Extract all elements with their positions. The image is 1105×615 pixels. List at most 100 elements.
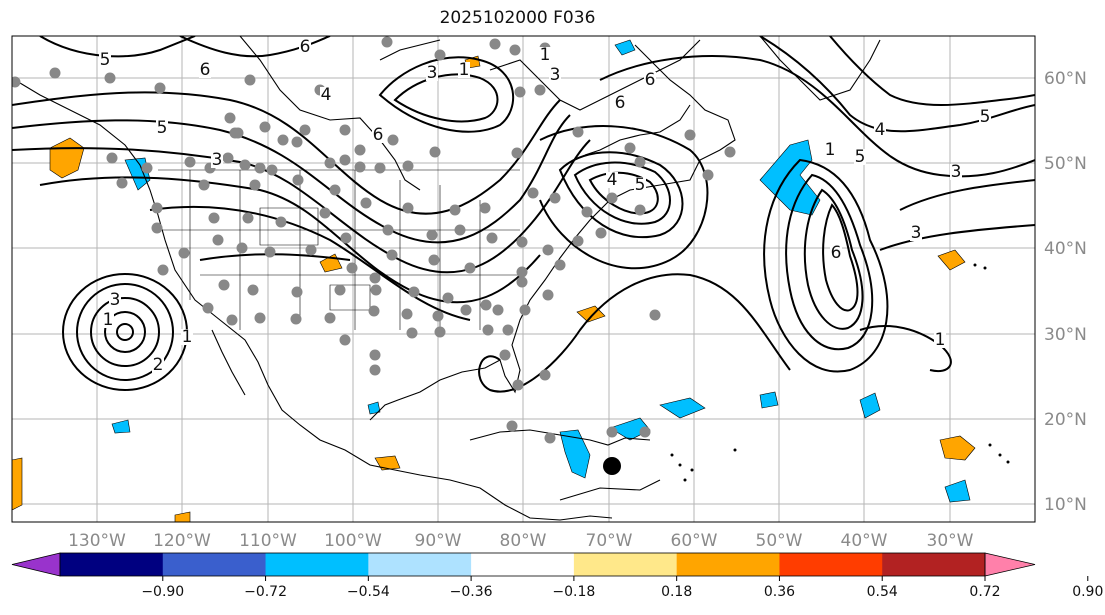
station-marker — [339, 124, 351, 136]
station-marker — [606, 192, 618, 204]
station-marker — [222, 152, 234, 164]
colorbar-tick-label: 0.36 — [764, 584, 795, 600]
station-marker — [544, 432, 556, 444]
station-marker — [232, 127, 244, 139]
station-marker — [426, 229, 438, 241]
station-marker — [511, 147, 523, 159]
station-marker — [104, 72, 116, 84]
colorbar — [11, 552, 1036, 577]
station-marker — [434, 49, 446, 61]
contour-label: 1 — [459, 60, 470, 80]
station-marker — [406, 327, 418, 339]
station-marker — [154, 82, 166, 94]
contour-label: 6 — [831, 243, 842, 263]
station-marker — [639, 426, 651, 438]
station-marker — [634, 156, 646, 168]
station-marker — [428, 254, 440, 266]
station-marker — [434, 326, 446, 338]
contour-label: 4 — [875, 120, 886, 140]
lon-label: 130°W — [68, 531, 126, 551]
map-frame — [11, 35, 1036, 523]
station-marker — [549, 192, 561, 204]
contour-label: 5 — [100, 50, 111, 70]
contour-label: 3 — [427, 63, 438, 83]
station-marker — [516, 236, 528, 248]
station-marker — [249, 179, 261, 191]
colorbar-segment — [265, 553, 369, 576]
colorbar-tick-label: −0.90 — [141, 584, 184, 600]
lon-label: 30°W — [927, 531, 974, 551]
lon-label: 60°W — [671, 531, 718, 551]
station-marker — [184, 156, 196, 168]
station-marker — [266, 164, 278, 176]
contour-label-bg — [99, 52, 111, 68]
station-marker — [324, 157, 336, 169]
lon-label: 100°W — [324, 531, 382, 551]
contour-label: 3 — [550, 65, 561, 85]
station-marker — [259, 121, 271, 133]
station-marker — [429, 146, 441, 158]
contour-label-bg — [934, 332, 946, 348]
station-marker — [339, 334, 351, 346]
contour-label-bg — [152, 357, 164, 373]
station-marker — [212, 234, 224, 246]
station-marker — [151, 202, 163, 214]
station-marker — [382, 224, 394, 236]
contour-label-bg — [109, 292, 121, 308]
contour-label-bg — [156, 120, 168, 136]
station-marker — [486, 232, 498, 244]
colorbar-tick-label: 0.90 — [1072, 584, 1103, 600]
station-marker — [581, 206, 593, 218]
station-marker — [218, 279, 230, 291]
station-marker — [319, 207, 331, 219]
contour-label-bg — [102, 312, 114, 328]
station-marker — [702, 169, 714, 181]
station-marker — [460, 304, 472, 316]
contour-label-bg — [199, 62, 211, 78]
contour-label-bg — [181, 329, 193, 345]
lat-label: 20°N — [1044, 410, 1087, 430]
colorbar-segment — [162, 553, 267, 576]
colorbar-tick-label: −0.18 — [552, 584, 595, 600]
station-marker — [554, 259, 566, 271]
station-marker — [116, 177, 128, 189]
station-marker — [595, 227, 607, 239]
station-marker — [442, 292, 454, 304]
station-marker — [277, 134, 289, 146]
station-marker — [334, 284, 346, 296]
colorbar-tick-label: −0.36 — [450, 584, 493, 600]
station-marker — [401, 308, 413, 320]
contour-label-bg — [950, 164, 962, 180]
station-marker — [275, 216, 287, 228]
station-marker — [539, 369, 551, 381]
station-markers — [12, 36, 736, 444]
colorbar-tick-label: −0.54 — [347, 584, 390, 600]
station-marker — [506, 420, 518, 432]
station-marker — [408, 286, 420, 298]
station-marker — [374, 162, 386, 174]
station-marker — [178, 247, 190, 259]
station-marker — [402, 202, 414, 214]
contour-label-bg — [539, 47, 551, 63]
contour-label: 5 — [635, 175, 646, 195]
station-marker — [402, 160, 414, 172]
contour-label-bg — [211, 152, 223, 168]
contour-label: 4 — [321, 85, 332, 105]
station-marker — [634, 204, 646, 216]
station-marker — [606, 426, 618, 438]
station-marker — [370, 284, 382, 296]
colorbar-tick-label: 0.18 — [661, 584, 692, 600]
colorbar-outline — [59, 552, 986, 577]
station-marker — [198, 179, 210, 191]
contour-label-bg — [854, 149, 866, 165]
station-marker — [386, 249, 398, 261]
station-marker — [290, 313, 302, 325]
lon-axis: 130°W 120°W 110°W 100°W 90°W 80°W 70°W 6… — [68, 531, 974, 551]
station-marker — [329, 184, 341, 196]
contour-label: 3 — [110, 290, 121, 310]
station-marker — [264, 246, 276, 258]
lat-label: 30°N — [1044, 325, 1087, 345]
station-marker — [354, 161, 366, 173]
contour-label-bg — [549, 67, 561, 83]
